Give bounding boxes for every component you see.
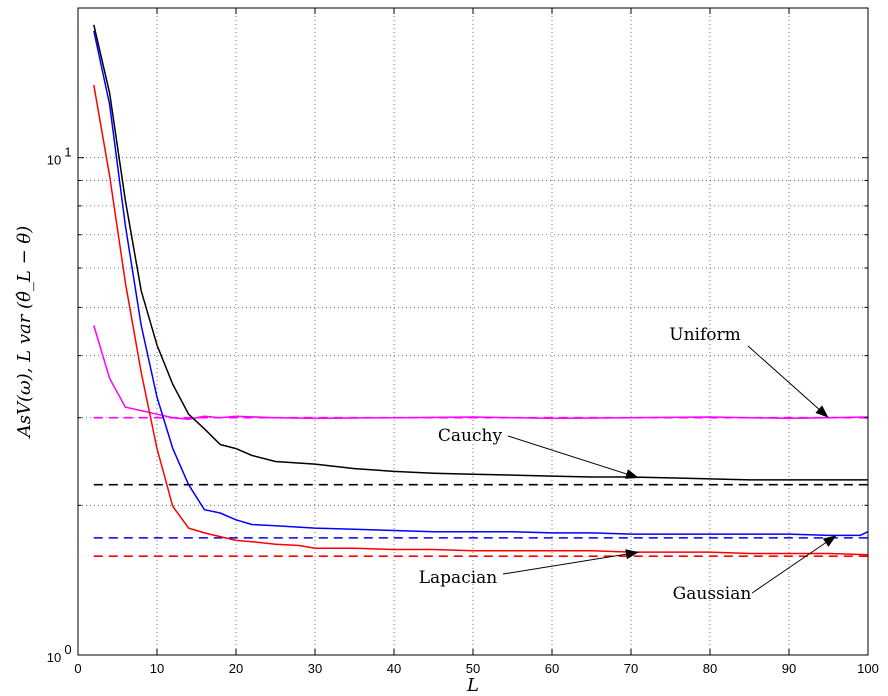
- x-tick-label: 90: [782, 661, 796, 676]
- annotation-label-uniform: Uniform: [669, 325, 741, 345]
- series-cauchy: [93, 24, 868, 481]
- series-gaussian: [93, 30, 869, 537]
- annotation-arrow-gaussian: [751, 534, 837, 594]
- y-tick-exponent: 1: [64, 145, 71, 160]
- x-tick-label: 70: [624, 661, 638, 676]
- annotation-arrowhead-lapacian: [625, 549, 639, 560]
- plot-frame: [77, 7, 869, 656]
- y-axis-label: AsV(ω), L var (θ̂_L − θ): [14, 226, 35, 440]
- annotation-label-gaussian: Gaussian: [673, 584, 752, 604]
- x-tick-label: 30: [308, 661, 322, 676]
- x-tick-label: 50: [466, 661, 480, 676]
- annotation-arrow-lapacian: [502, 551, 639, 575]
- x-tick-label: 0: [74, 661, 81, 676]
- series-lines: [93, 24, 869, 556]
- series-uniform: [93, 325, 869, 420]
- y-tick-label: 10: [47, 153, 61, 168]
- x-tick-label: 10: [150, 661, 164, 676]
- y-tick-label: 10: [47, 650, 61, 665]
- grid: [78, 7, 868, 655]
- annotation-arrowhead-gaussian: [822, 535, 837, 547]
- x-tick-label: 40: [387, 661, 401, 676]
- x-tick-label: 60: [545, 661, 559, 676]
- x-tick-label: 20: [229, 661, 243, 676]
- annotation-arrow-cauchy: [507, 435, 640, 479]
- y-tick-exponent: 0: [64, 642, 71, 657]
- annotation-arrowhead-cauchy: [624, 469, 639, 479]
- annotation-label-lapacian: Lapacian: [419, 568, 498, 588]
- annotations: Uniform Cauchy Lapacian Gaussian: [419, 325, 837, 604]
- annotation-arrow-uniform: [747, 345, 829, 419]
- annotation-label-cauchy: Cauchy: [438, 426, 503, 446]
- x-axis-label: L: [466, 675, 479, 696]
- x-tick-label: 80: [703, 661, 717, 676]
- x-tick-label: 100: [857, 661, 879, 676]
- series-lapacian: [93, 84, 869, 556]
- annotation-arrowhead-uniform: [815, 405, 829, 418]
